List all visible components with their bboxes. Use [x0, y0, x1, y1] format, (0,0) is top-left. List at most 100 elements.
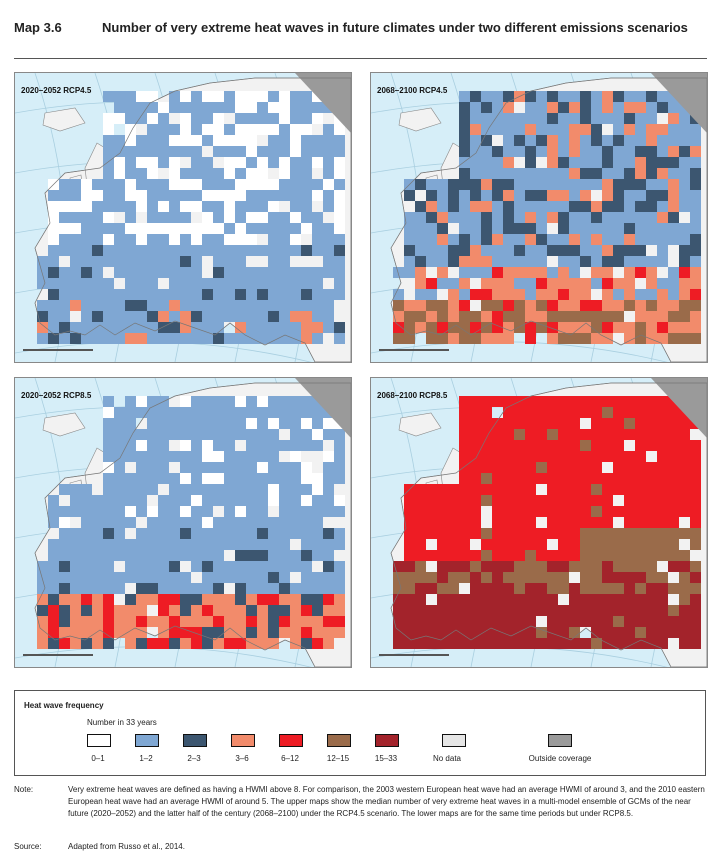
heat-cell	[646, 594, 657, 605]
heat-cell	[536, 212, 547, 223]
heat-cell	[48, 322, 59, 333]
heat-cell	[103, 135, 114, 146]
heat-cell	[312, 179, 323, 190]
heat-cell	[503, 583, 514, 594]
heat-cell	[459, 528, 470, 539]
heat-cell	[279, 462, 290, 473]
heat-cell	[536, 627, 547, 638]
heat-cell	[668, 473, 679, 484]
heat-cell	[514, 429, 525, 440]
heat-cell	[48, 201, 59, 212]
heat-cell	[415, 289, 426, 300]
heat-cell	[690, 311, 701, 322]
heat-cell	[426, 517, 437, 528]
heat-cell	[437, 333, 448, 344]
heat-cell	[525, 168, 536, 179]
heat-cell	[37, 594, 48, 605]
heat-cell	[635, 146, 646, 157]
heat-cell	[59, 245, 70, 256]
heat-cell	[569, 102, 580, 113]
heat-cell	[393, 300, 404, 311]
heat-cell	[558, 223, 569, 234]
heat-cell	[525, 561, 536, 572]
heat-cell	[668, 135, 679, 146]
heat-cell	[437, 322, 448, 333]
heat-cell	[279, 190, 290, 201]
heat-cell	[290, 440, 301, 451]
heat-cell	[334, 451, 345, 462]
heat-cell	[470, 256, 481, 267]
heat-cell	[646, 473, 657, 484]
heat-cell	[492, 201, 503, 212]
heat-cell	[536, 201, 547, 212]
heat-cell	[503, 146, 514, 157]
heat-cell	[81, 223, 92, 234]
heat-cell	[334, 583, 345, 594]
heat-cell	[323, 429, 334, 440]
heat-cell	[470, 484, 481, 495]
heat-cell	[503, 495, 514, 506]
heat-cell	[125, 245, 136, 256]
heat-cell	[246, 102, 257, 113]
heat-cell	[448, 616, 459, 627]
heat-cell	[470, 638, 481, 649]
heat-cell	[580, 429, 591, 440]
heat-cell	[602, 179, 613, 190]
heat-cell	[279, 528, 290, 539]
heat-cell	[301, 157, 312, 168]
heat-cell	[180, 311, 191, 322]
heat-cell	[246, 113, 257, 124]
heat-cell	[312, 135, 323, 146]
heat-cell	[136, 234, 147, 245]
heat-cell	[470, 429, 481, 440]
heat-cell	[334, 212, 345, 223]
heat-cell	[147, 157, 158, 168]
legend-swatch	[135, 734, 159, 747]
heat-cell	[191, 234, 202, 245]
heat-cell	[136, 157, 147, 168]
note: Note: Very extreme heat waves are define…	[14, 784, 709, 836]
heat-cell	[323, 418, 334, 429]
heat-cell	[81, 179, 92, 190]
heat-cell	[290, 418, 301, 429]
heat-cell	[448, 322, 459, 333]
heat-cell	[81, 234, 92, 245]
heat-cell	[70, 550, 81, 561]
heat-cell	[81, 484, 92, 495]
heat-cell	[59, 278, 70, 289]
heat-cell	[213, 627, 224, 638]
map-canvas	[371, 73, 707, 362]
heat-cell	[481, 583, 492, 594]
heat-cell	[481, 278, 492, 289]
heat-cell	[268, 278, 279, 289]
heat-cell	[81, 322, 92, 333]
heat-cell	[202, 91, 213, 102]
heat-cell	[668, 212, 679, 223]
heat-cell	[59, 267, 70, 278]
heat-cell	[213, 146, 224, 157]
heat-cell	[191, 550, 202, 561]
heat-cell	[213, 495, 224, 506]
heat-cell	[635, 289, 646, 300]
heat-cell	[481, 539, 492, 550]
heat-cell	[679, 473, 690, 484]
heat-cell	[646, 223, 657, 234]
heat-cell	[558, 429, 569, 440]
heat-cell	[246, 451, 257, 462]
heat-cell	[503, 113, 514, 124]
heat-cell	[404, 528, 415, 539]
heat-cell	[301, 212, 312, 223]
heat-cell	[312, 473, 323, 484]
heat-cell	[679, 484, 690, 495]
heat-cell	[558, 539, 569, 550]
heat-cell	[481, 201, 492, 212]
heat-cell	[470, 135, 481, 146]
heat-cell	[569, 638, 580, 649]
heat-cell	[514, 234, 525, 245]
heat-cell	[690, 201, 701, 212]
heat-cell	[459, 278, 470, 289]
heat-cell	[158, 550, 169, 561]
heat-cell	[246, 245, 257, 256]
map-label: 2068–2100 RCP8.5	[377, 391, 448, 400]
heat-cell	[481, 113, 492, 124]
